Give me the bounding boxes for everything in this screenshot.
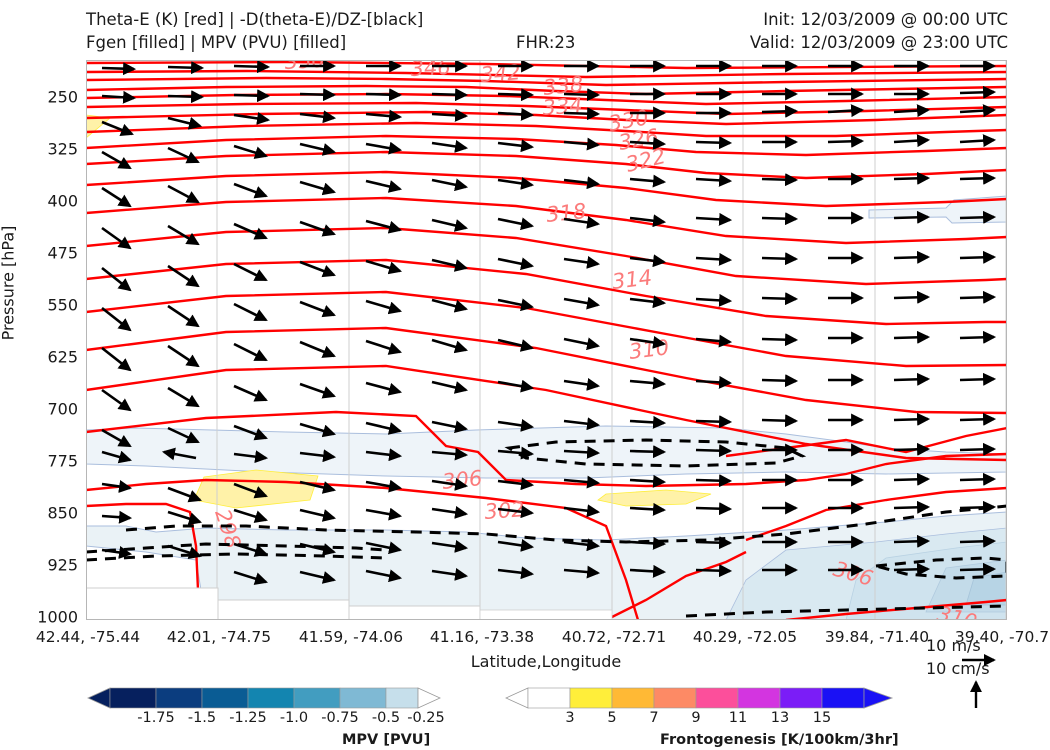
- y-tick: 550: [47, 295, 78, 315]
- valid-time-label: Valid: 12/03/2009 @ 23:00 UTC: [749, 33, 1008, 52]
- mpv-tick: -1.0: [279, 710, 309, 726]
- svg-text:334: 334: [542, 93, 584, 120]
- fgen-tick: 9: [691, 710, 701, 726]
- x-tick: 42.44, -75.44: [35, 628, 141, 646]
- mpv-tick: -0.5: [371, 710, 401, 726]
- wind-key-horizontal-label: 10 m/s: [926, 636, 981, 655]
- terrain-mask: [86, 587, 613, 620]
- fgen-tick: 5: [607, 710, 617, 726]
- mpv-tick: -0.25: [407, 710, 445, 726]
- figure-header: Theta-E (K) [red] | -D(theta-E)/DZ-[blac…: [0, 0, 1050, 52]
- mpv-colorbar-title: MPV [PVU]: [342, 732, 431, 748]
- fgen-extend-low-arrow: [505, 687, 529, 709]
- x-tick: 42.01, -74.75: [166, 628, 272, 646]
- svg-text:342: 342: [480, 60, 522, 87]
- y-tick: 700: [47, 399, 78, 419]
- y-tick: 325: [47, 139, 78, 159]
- fgen-extend-high-arrow: [863, 687, 894, 709]
- y-tick: 625: [47, 347, 78, 367]
- mpv-tick: -1.25: [229, 710, 267, 726]
- fgen-tick: 7: [649, 710, 659, 726]
- fgen-tick: 13: [770, 710, 790, 726]
- fgen-tick: 11: [728, 710, 748, 726]
- y-tick: 925: [47, 555, 78, 575]
- header-line-2: Fgen [filled] | MPV (PVU) [filled]: [86, 33, 347, 52]
- forecast-hour-label: FHR:23: [516, 33, 576, 52]
- x-tick: 40.29, -72.05: [692, 628, 798, 646]
- fgen-colorbar-title: Frontogenesis [K/100km/3hr]: [660, 732, 899, 748]
- y-tick: 250: [47, 87, 78, 107]
- mpv-tick: -1.75: [137, 710, 175, 726]
- mpv-tick: -0.75: [321, 710, 359, 726]
- x-tick: 41.59, -74.06: [298, 628, 404, 646]
- wind-vectors: [101, 60, 997, 585]
- mpv-colorbar-swatches: [87, 687, 441, 709]
- plot-area: 350 346 342 338 334 330 326 322 318 314 …: [86, 60, 1007, 620]
- x-tick: 41.16, -73.38: [429, 628, 535, 646]
- y-tick: 850: [47, 503, 78, 523]
- mpv-extend-low-arrow: [87, 687, 111, 709]
- x-tick: 40.72, -72.71: [561, 628, 667, 646]
- mpv-colorbar[interactable]: -1.75 -1.5 -1.25 -1.0 -0.75 -0.5 -0.25 M…: [84, 686, 445, 748]
- y-tick: 1000: [37, 607, 78, 627]
- wind-key-vertical-label: 10 cm/s: [926, 659, 990, 678]
- cross-section-canvas: 350 346 342 338 334 330 326 322 318 314 …: [86, 60, 1007, 620]
- wind-key-arrows: [962, 654, 996, 708]
- mpv-tick: -1.5: [187, 710, 217, 726]
- frontogenesis-colorbar-swatches: [505, 687, 894, 709]
- y-tick: 775: [47, 451, 78, 471]
- y-axis-ticks: 250 325 400 475 550 625 700 775 850 925 …: [0, 0, 78, 750]
- y-tick: 400: [47, 191, 78, 211]
- wind-vector-key: 10 m/s 10 cm/s: [918, 636, 1050, 741]
- svg-text:346: 346: [410, 60, 451, 81]
- fgen-tick: 3: [565, 710, 575, 726]
- x-tick: 39.40, -70.7: [954, 628, 1050, 646]
- fgen-tick: 15: [812, 710, 832, 726]
- y-tick: 475: [47, 243, 78, 263]
- header-line-1: Theta-E (K) [red] | -D(theta-E)/DZ-[blac…: [86, 10, 424, 29]
- x-tick: 39.84, -71.40: [824, 628, 930, 646]
- x-axis-label: Latitude,Longitude: [470, 652, 622, 671]
- svg-text:314: 314: [611, 265, 654, 294]
- dtheta-e-dz-contours: [86, 438, 1007, 618]
- mpv-extend-high-arrow: [417, 687, 441, 709]
- svg-text:306: 306: [441, 466, 483, 494]
- frontogenesis-colorbar[interactable]: 3 5 7 9 11 13 15 Frontogenesis [K/100km/…: [500, 686, 920, 748]
- init-time-label: Init: 12/03/2009 @ 00:00 UTC: [763, 10, 1008, 29]
